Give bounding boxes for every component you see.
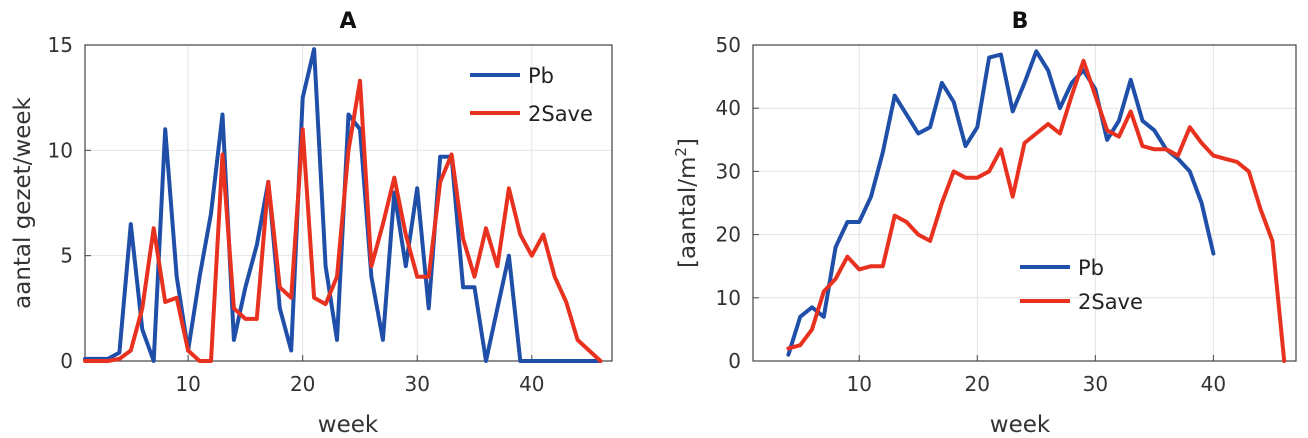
panel-a-x-tick-label: 40 bbox=[519, 372, 544, 396]
panel-a-x-tick-label: 10 bbox=[175, 372, 200, 396]
panel-b-y-tick-label: 10 bbox=[716, 286, 741, 310]
panel-b-ylabel: [aantal/m2] bbox=[672, 138, 701, 268]
panel-a-xlabel: week bbox=[318, 412, 379, 438]
panel-a-y-tick-label: 5 bbox=[60, 244, 73, 268]
panel-a-y-tick-label: 15 bbox=[48, 33, 73, 57]
panel-b-x-tick-label: 40 bbox=[1201, 372, 1226, 396]
panel-b-xlabel: week bbox=[990, 412, 1051, 438]
panel-b-x-tick-label: 20 bbox=[965, 372, 990, 396]
panel-a-y-tick-label: 10 bbox=[48, 138, 73, 162]
panel-a: A week aantal gezet/week 10 20 30 40051015 … bbox=[10, 9, 613, 438]
panel-b-plot-area bbox=[752, 44, 1297, 362]
panel-b-series-2save-line bbox=[786, 58, 1287, 363]
panel-a-legend-label-pb: Pb bbox=[528, 64, 554, 88]
panel-a-plot-area bbox=[84, 44, 613, 362]
panel-b-y-tick-label: 40 bbox=[716, 96, 741, 120]
panel-b-title: B bbox=[1012, 9, 1029, 34]
panel-b-x-tick-label: 10 bbox=[847, 372, 872, 396]
panel-b-legend-label-pb: Pb bbox=[1078, 256, 1104, 280]
panel-a-ylabel: aantal gezet/week bbox=[10, 96, 36, 308]
panel-b-y-tick-label: 20 bbox=[716, 223, 741, 247]
panel-b-y-tick-label: 50 bbox=[716, 33, 741, 57]
panel-a-y-tick-label: 0 bbox=[60, 349, 73, 373]
panel-b-legend-label-2save: 2Save bbox=[1078, 290, 1143, 314]
panel-a-x-tick-label: 30 bbox=[405, 372, 430, 396]
panel-b-series-pb-line bbox=[786, 49, 1216, 357]
panel-b: B week [aantal/m2] 10 20 30 40 0 10 20 30 40 50 P… bbox=[672, 9, 1297, 438]
panel-b-y-tick-label: 0 bbox=[728, 349, 741, 373]
panel-b-ylabel-main: [aantal/m bbox=[675, 157, 701, 268]
panel-a-x-tick-label: 20 bbox=[290, 372, 315, 396]
panel-b-y-tick-label: 30 bbox=[716, 159, 741, 183]
panel-a-legend-label-2save: 2Save bbox=[528, 102, 593, 126]
panel-b-ylabel-end: ] bbox=[675, 138, 701, 147]
panel-a-series-2save-line bbox=[83, 78, 603, 363]
panel-b-x-tick-label: 30 bbox=[1083, 372, 1108, 396]
panel-b-ylabel-superscript: 2 bbox=[672, 147, 690, 157]
panel-a-title: A bbox=[339, 9, 356, 34]
